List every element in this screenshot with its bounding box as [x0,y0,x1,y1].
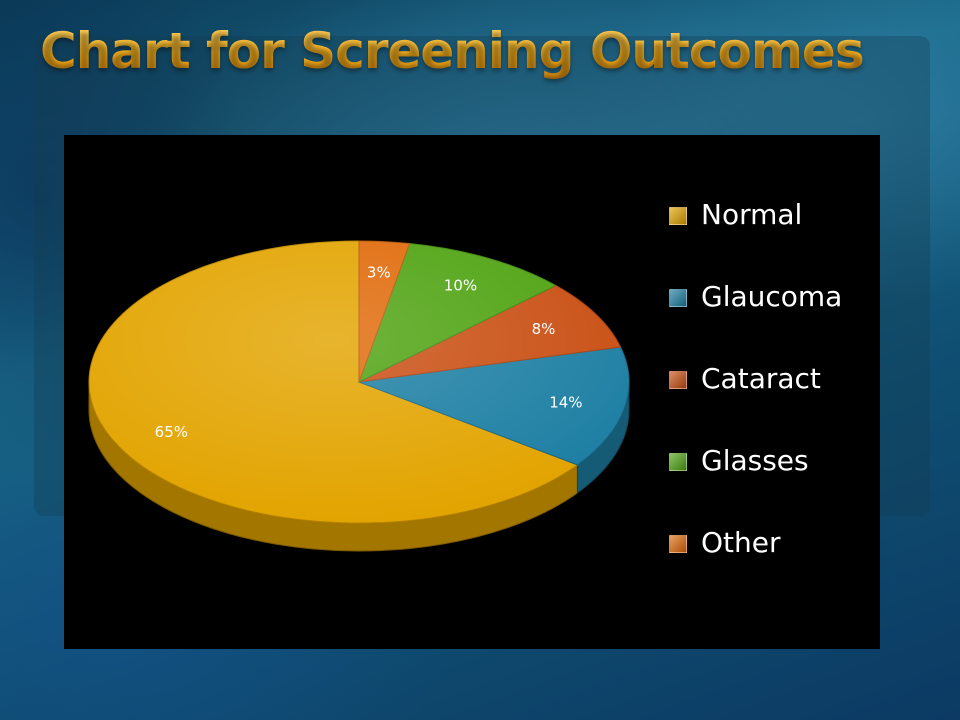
data-label-other: 3% [367,264,391,282]
chart-legend: Normal Glaucoma Cataract Glasses Other [669,195,874,605]
legend-swatch [669,207,687,225]
data-label-glaucoma: 14% [549,394,582,412]
slide-title: Chart for Screening Outcomes [40,22,865,80]
data-label-normal: 65% [155,423,188,441]
legend-swatch [669,371,687,389]
legend-swatch [669,535,687,553]
pie-gloss [89,241,629,523]
legend-label: Glaucoma [701,280,843,313]
legend-item-normal: Normal [669,195,874,277]
legend-swatch [669,453,687,471]
legend-label: Cataract [701,362,821,395]
legend-label: Other [701,526,781,559]
chart-panel: 65% 14% 8% 10% 3% Normal Glaucoma Cataract Glas… [64,135,880,649]
legend-item-glaucoma: Glaucoma [669,277,874,359]
legend-label: Glasses [701,444,809,477]
data-label-cataract: 8% [532,320,556,338]
pie-data-labels: 65% 14% 8% 10% 3% [155,264,583,441]
legend-label: Normal [701,198,803,231]
legend-item-other: Other [669,523,874,605]
data-label-glasses: 10% [444,277,477,295]
legend-swatch [669,289,687,307]
legend-item-cataract: Cataract [669,359,874,441]
pie-chart: 65% 14% 8% 10% 3% [88,240,630,552]
legend-item-glasses: Glasses [669,441,874,523]
